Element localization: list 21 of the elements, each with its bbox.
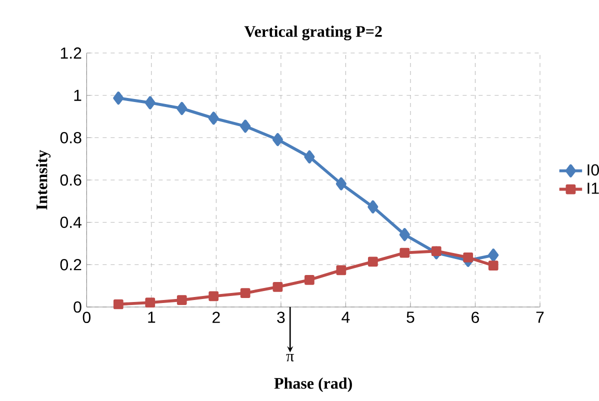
ref-line-label: π bbox=[286, 354, 294, 362]
y-tick-label: 1.2 bbox=[60, 47, 82, 59]
y-tick-label: 0.6 bbox=[60, 174, 82, 186]
x-axis-title: Phase (rad) bbox=[274, 378, 352, 392]
x-tick-label: 5 bbox=[406, 312, 414, 323]
x-tick-label: 1 bbox=[148, 312, 156, 323]
x-tick-label: 2 bbox=[212, 312, 220, 323]
y-tick-label: 1 bbox=[74, 90, 82, 101]
x-tick-label: 4 bbox=[342, 312, 350, 323]
y-tick-label: 0.4 bbox=[60, 216, 82, 228]
y-axis-title: Intensity bbox=[36, 150, 51, 210]
y-tick-label: 0 bbox=[74, 301, 82, 313]
legend-label: I0 bbox=[588, 164, 599, 176]
y-tick-label: 0.8 bbox=[60, 132, 82, 144]
x-tick-label: 6 bbox=[472, 312, 479, 324]
x-tick-label: 0 bbox=[82, 312, 90, 324]
y-tick-label: 0.2 bbox=[60, 259, 82, 270]
x-tick-label: 7 bbox=[536, 312, 544, 323]
legend-label: I1 bbox=[588, 182, 599, 194]
x-tick-label: 3 bbox=[277, 312, 285, 324]
chart-title: Vertical grating P=2 bbox=[244, 26, 382, 40]
